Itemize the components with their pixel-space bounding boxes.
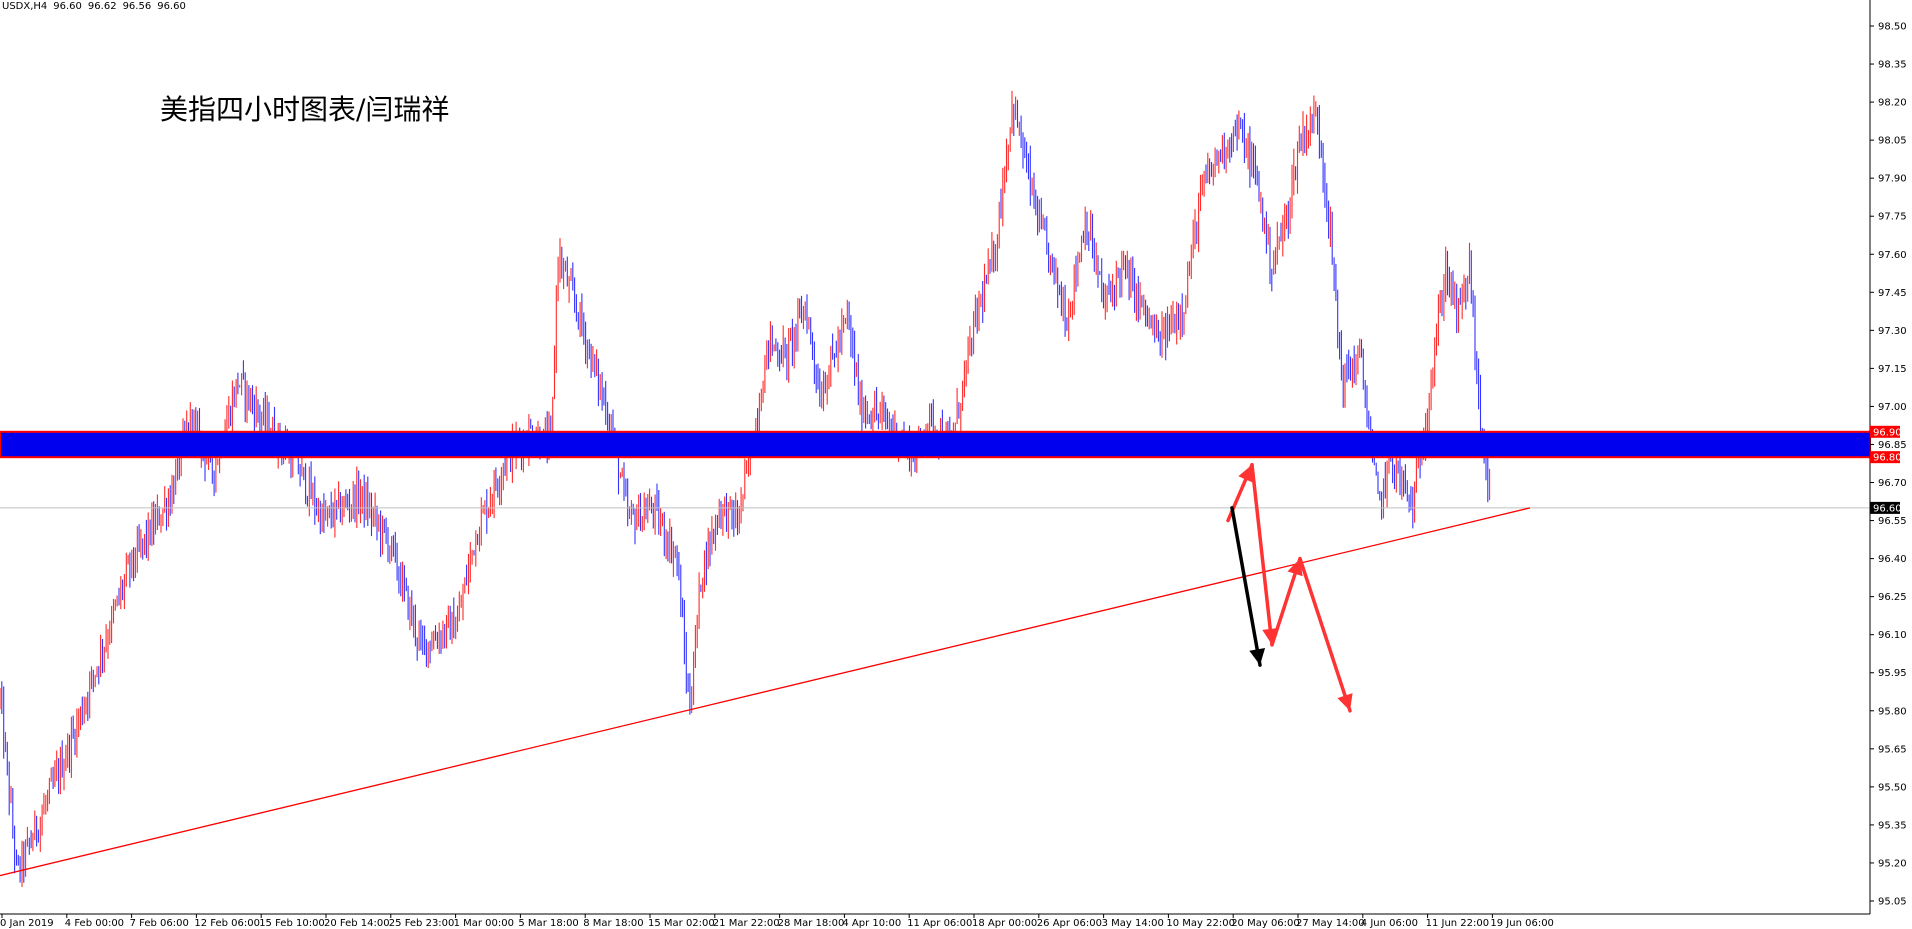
x-tick-label: 11 Apr 06:00 <box>907 918 972 929</box>
x-tick-label: 19 Jun 06:00 <box>1490 918 1554 929</box>
y-tick-label: 97.90 <box>1878 174 1907 185</box>
x-tick-label: 15 Mar 02:00 <box>648 918 715 929</box>
zone-top-tag-label: 96.90 <box>1873 427 1902 438</box>
zone-bottom-tag <box>1870 451 1900 464</box>
projection-black-arrowhead <box>1249 647 1266 666</box>
x-tick-label: 15 Feb 10:00 <box>259 918 325 929</box>
current-price-tag <box>1870 501 1900 514</box>
projection-black-segment <box>1230 506 1262 667</box>
x-tick-label: 5 Mar 18:00 <box>518 918 578 929</box>
ohlc-high: 96.62 <box>87 1 117 12</box>
y-tick-label: 96.55 <box>1878 516 1907 527</box>
projection-red-arrowhead <box>1262 628 1279 645</box>
y-tick-label: 98.35 <box>1878 60 1907 71</box>
chart-annotation-title: 美指四小时图表/闫瑞祥 <box>160 93 450 126</box>
x-tick-label: 28 Mar 18:00 <box>778 918 845 929</box>
y-tick-label: 97.15 <box>1878 364 1907 375</box>
y-tick-label: 95.80 <box>1878 706 1907 717</box>
y-tick-label: 96.70 <box>1878 478 1907 489</box>
y-tick-label: 97.00 <box>1878 402 1907 413</box>
x-tick-label: 12 Feb 06:00 <box>194 918 260 929</box>
y-tick-label: 97.75 <box>1878 212 1907 223</box>
y-tick-label: 97.30 <box>1878 326 1907 337</box>
projection-red-segment <box>1298 556 1352 713</box>
projection-red-arrowhead <box>1287 558 1303 577</box>
y-tick-label: 95.50 <box>1878 782 1907 793</box>
y-tick-label: 95.20 <box>1878 858 1907 869</box>
current-price-tag-label: 96.60 <box>1873 503 1902 514</box>
x-tick-label: 26 Apr 06:00 <box>1037 918 1102 929</box>
y-tick-label: 98.05 <box>1878 136 1907 147</box>
x-tick-label: 8 Mar 18:00 <box>583 918 643 929</box>
x-tick-label: 11 Jun 22:00 <box>1426 918 1490 929</box>
ohlc-low: 96.56 <box>122 1 152 12</box>
x-tick-label: 20 May 06:00 <box>1231 918 1300 929</box>
y-tick-label: 95.35 <box>1878 820 1907 831</box>
projection-red-arrowhead <box>1238 464 1254 483</box>
symbol-label: USDX,H4 <box>2 1 48 12</box>
projection-red-segment <box>1250 463 1274 647</box>
zone-top-tag <box>1870 425 1900 438</box>
x-tick-label: 4 Apr 10:00 <box>842 918 901 929</box>
x-tick-label: 27 May 14:00 <box>1296 918 1365 929</box>
x-tick-label: 21 Mar 22:00 <box>713 918 780 929</box>
y-tick-label: 96.85 <box>1878 440 1907 451</box>
ohlc-open: 96.60 <box>53 1 82 12</box>
y-tick-label: 98.50 <box>1878 22 1907 33</box>
y-tick-label: 95.05 <box>1878 897 1907 908</box>
y-tick-label: 95.65 <box>1878 744 1907 755</box>
y-tick-label: 98.20 <box>1878 98 1907 109</box>
x-tick-label: 25 Feb 23:00 <box>389 918 455 929</box>
support-trendline <box>0 507 1531 877</box>
x-tick-label: 3 May 14:00 <box>1102 918 1164 929</box>
y-tick-label: 97.45 <box>1878 288 1907 299</box>
zone-bottom-tag-label: 96.80 <box>1873 453 1902 464</box>
x-tick-label: 1 Mar 00:00 <box>454 918 514 929</box>
y-tick-label: 97.60 <box>1878 250 1907 261</box>
y-tick-label: 96.40 <box>1878 554 1907 565</box>
y-tick-label: 95.95 <box>1878 668 1907 679</box>
x-tick-label: 20 Feb 14:00 <box>324 918 390 929</box>
ohlc-close: 96.60 <box>157 1 186 12</box>
symbol-header: USDX,H4 96.60 96.62 96.56 96.60 <box>2 1 192 12</box>
y-tick-label: 96.25 <box>1878 592 1907 603</box>
x-tick-label: 4 Feb 00:00 <box>65 918 124 929</box>
x-tick-label: 7 Feb 06:00 <box>130 918 189 929</box>
x-tick-label: 4 Jun 06:00 <box>1361 918 1418 929</box>
x-tick-label: 10 May 22:00 <box>1166 918 1235 929</box>
x-tick-label: 0 Jan 2019 <box>0 918 54 929</box>
y-tick-label: 96.10 <box>1878 630 1907 641</box>
resistance-zone <box>0 430 1871 459</box>
projection-red-arrowhead <box>1337 693 1353 711</box>
x-tick-label: 18 Apr 00:00 <box>972 918 1037 929</box>
